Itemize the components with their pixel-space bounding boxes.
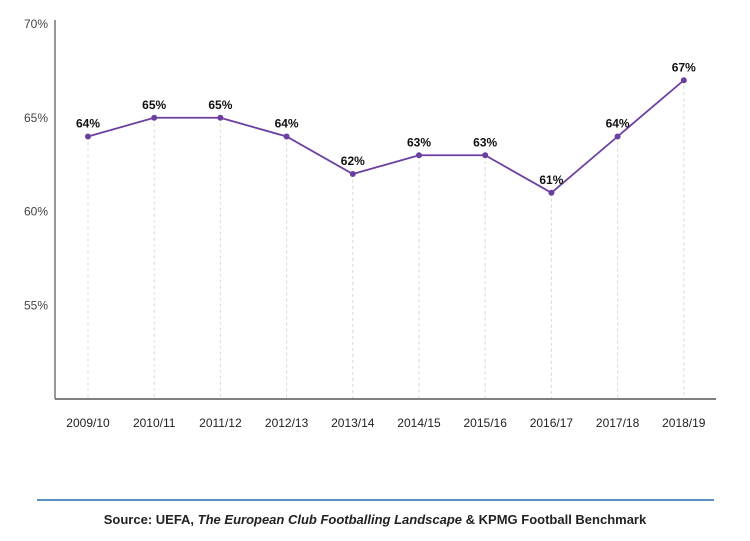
data-label: 67% [672, 60, 696, 74]
y-tick-label: 65% [24, 111, 48, 125]
source-suffix: & KPMG Football Benchmark [462, 512, 647, 527]
data-point [548, 189, 555, 196]
data-point [482, 152, 489, 159]
x-tick-label: 2015/16 [464, 416, 508, 430]
data-point [85, 133, 91, 140]
source-title: The European Club Footballing Landscape [197, 512, 463, 527]
x-tick-label: 2016/17 [530, 416, 574, 430]
x-tick-label: 2010/11 [133, 416, 176, 430]
data-label: 65% [142, 98, 166, 112]
x-tick-label: 2014/15 [397, 416, 441, 430]
y-tick-label: 55% [24, 298, 48, 312]
data-point [416, 152, 422, 159]
x-tick-label: 2013/14 [331, 416, 375, 430]
x-tick-label: 2018/19 [662, 416, 706, 430]
source-prefix: Source: UEFA, [103, 512, 198, 527]
data-label: 61% [539, 173, 563, 187]
x-tick-label: 2012/13 [265, 416, 309, 430]
y-tick-label: 70% [24, 17, 48, 31]
data-label: 63% [473, 135, 497, 149]
data-point [151, 114, 158, 121]
data-label: 62% [341, 154, 365, 168]
source-note: Source: UEFA, The European Club Football… [0, 512, 750, 527]
x-tick-label: 2009/10 [66, 416, 110, 430]
data-label: 64% [275, 117, 299, 131]
footer-divider [37, 499, 714, 501]
data-point [217, 114, 224, 121]
data-label: 65% [208, 98, 232, 112]
data-point [614, 133, 621, 140]
x-tick-label: 2011/12 [199, 416, 242, 430]
line-chart: 55% 60% 65% 70% 64% 2009/10 65% 2010/11 65% 2011/… [24, 17, 716, 430]
data-label: 64% [76, 117, 100, 131]
data-label: 63% [407, 135, 431, 149]
data-label: 64% [606, 117, 630, 131]
y-tick-label: 60% [24, 205, 48, 219]
series-line [87, 79, 685, 194]
data-point [283, 133, 290, 140]
data-point [349, 171, 356, 177]
x-tick-label: 2017/18 [596, 416, 640, 430]
data-point [680, 77, 687, 84]
